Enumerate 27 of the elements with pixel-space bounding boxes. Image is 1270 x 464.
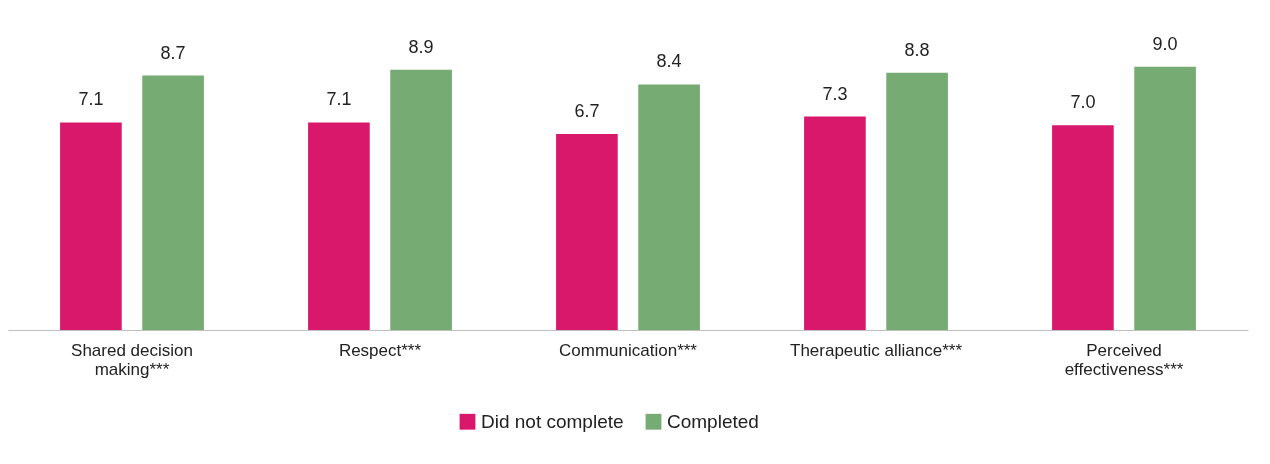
- data-label: 6.7: [574, 101, 600, 122]
- bar: [308, 122, 370, 330]
- data-label: 7.1: [78, 89, 104, 110]
- bar: [142, 75, 204, 330]
- legend-label: Did not complete: [481, 410, 624, 432]
- x-tick-label: Respect***: [338, 340, 422, 360]
- data-label: 7.3: [822, 83, 848, 104]
- bar: [638, 84, 700, 330]
- x-tick-label: Communication***: [559, 340, 698, 360]
- x-tick-label: Therapeutic alliance***: [790, 340, 963, 360]
- legend-label: Completed: [667, 410, 759, 432]
- x-tick-label: Perceived effectiveness***: [1064, 340, 1184, 379]
- data-label: 8.4: [656, 51, 682, 72]
- data-label: 8.8: [904, 39, 930, 60]
- data-label: 7.1: [326, 89, 352, 110]
- bar: [1134, 66, 1196, 330]
- bar: [390, 69, 452, 330]
- bar: [556, 134, 618, 330]
- bar: [60, 122, 122, 330]
- x-tick-label: Shared decision making***: [71, 340, 193, 379]
- bar: [886, 72, 948, 330]
- data-label: 7.0: [1070, 92, 1096, 113]
- data-label: 8.9: [408, 36, 434, 57]
- data-label: 8.7: [160, 42, 186, 63]
- bar: [1052, 125, 1114, 330]
- bar: [804, 116, 866, 330]
- data-label: 9.0: [1152, 33, 1178, 54]
